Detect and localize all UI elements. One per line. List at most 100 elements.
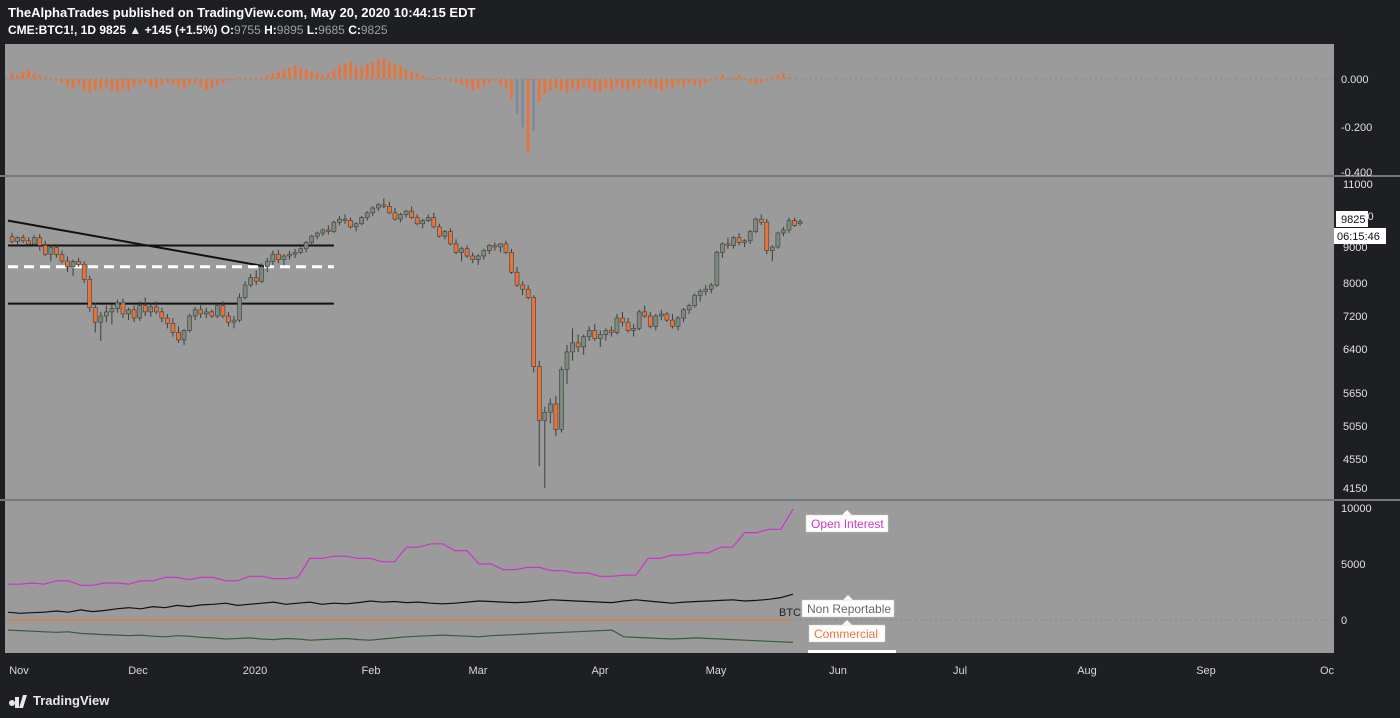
- candle-up: [498, 243, 503, 248]
- price-pane[interactable]: 1100010000900080007200640056505050455041…: [5, 177, 1386, 499]
- candle-up: [264, 261, 270, 268]
- last-price-label: 9825: [1341, 214, 1365, 226]
- candle-down: [142, 305, 148, 313]
- oscillator-bar: [371, 61, 375, 79]
- candle-up: [31, 237, 37, 245]
- oscillator-bar: [715, 77, 719, 79]
- cot-pane[interactable]: 10000 5000 0 Open Interest Non Reportable Co…: [5, 501, 1372, 653]
- oscillator-bar: [476, 79, 480, 89]
- candle-up: [126, 309, 131, 315]
- candle-down: [226, 315, 231, 323]
- candle-up: [398, 214, 403, 220]
- candle-up: [48, 247, 54, 255]
- candle-up: [442, 231, 448, 237]
- oscillator-bar: [460, 79, 463, 85]
- candle-up: [403, 210, 409, 215]
- candle-up: [781, 229, 786, 234]
- oscillator-bar: [16, 75, 19, 79]
- chart-canvas[interactable]: 0.000 -0.200 -0.400 11000 10000 9000 8000 7200…: [0, 44, 1400, 684]
- oscillator-bar: [204, 79, 208, 91]
- candle-up: [98, 315, 104, 323]
- oscillator-bar: [310, 71, 314, 79]
- candle-down: [342, 218, 348, 221]
- oscillator-bar: [254, 79, 258, 80]
- oscillator-bar: [104, 79, 108, 87]
- candle-up: [187, 315, 192, 331]
- oscillator-bar: [754, 79, 758, 85]
- oscillator-bar: [343, 63, 347, 79]
- candle-up: [731, 237, 736, 246]
- oscillator-bar: [415, 73, 419, 79]
- candle-down: [37, 237, 43, 246]
- candle-up: [259, 266, 265, 282]
- oscillator-bar: [10, 73, 14, 79]
- candle-down: [514, 271, 520, 286]
- candle-up: [298, 248, 303, 253]
- low-label: L:: [306, 23, 319, 37]
- candle-down: [492, 245, 498, 248]
- tradingview-logo-icon: [9, 695, 27, 708]
- candle-up: [686, 305, 692, 311]
- candle-down: [392, 212, 398, 220]
- oscillator-bar: [560, 79, 563, 91]
- candle-up: [714, 252, 720, 286]
- candlestick-series: [9, 198, 803, 488]
- oscillator-bar: [748, 79, 752, 83]
- oscillator-bar: [426, 77, 430, 79]
- candle-up: [104, 311, 109, 317]
- oscillator-bar: [232, 79, 236, 80]
- candle-up: [797, 221, 803, 224]
- candle-down: [609, 330, 614, 333]
- candle-up: [786, 220, 792, 231]
- oscillator-bar: [127, 79, 130, 91]
- cot-tag-label: Non Reportable: [807, 602, 891, 616]
- close-label: C:: [348, 23, 361, 37]
- oscillator-bar: [465, 79, 469, 87]
- candle-down: [503, 243, 509, 253]
- candle-up: [420, 220, 426, 225]
- candle-down: [647, 315, 653, 327]
- symbol-line: CME:BTC1!, 1D 9825 ▲ +145 (+1.5%) O:9755…: [8, 23, 388, 37]
- cot-btc-label: BTC: [779, 607, 801, 619]
- oscillator-bar: [665, 79, 669, 87]
- candle-up: [237, 297, 242, 321]
- oscillator-pane[interactable]: 0.000 -0.200 -0.400: [5, 44, 1372, 179]
- high-label: H:: [264, 23, 277, 37]
- candle-down: [54, 247, 59, 255]
- candle-up: [242, 284, 248, 298]
- candle-down: [470, 255, 475, 260]
- countdown-label: 06:15:46: [1337, 231, 1380, 243]
- time-tick-label: May: [706, 665, 727, 677]
- oscillator-bar: [293, 65, 297, 79]
- oscillator-bar: [304, 69, 308, 79]
- candle-down: [448, 231, 453, 245]
- oscillator-bar: [188, 79, 191, 85]
- cot-tag-pointer: [842, 620, 852, 625]
- oscillator-bar: [66, 79, 69, 87]
- oscillator-bar: [365, 63, 369, 79]
- candle-up: [742, 240, 747, 243]
- oscillator-bar: [682, 79, 685, 87]
- oscillator-bar: [410, 71, 413, 79]
- oscillator-bar: [565, 79, 569, 93]
- oscillator-bar: [698, 79, 702, 87]
- oscillator-bar: [776, 75, 780, 79]
- oscillator-bar: [637, 79, 641, 89]
- candle-up: [459, 248, 464, 253]
- oscillator-bar: [326, 73, 330, 79]
- oscillator-bar: [449, 79, 452, 81]
- candle-up: [559, 369, 564, 430]
- last-price-tag: 9825 06:15:46: [1334, 211, 1386, 244]
- candle-down: [764, 221, 770, 251]
- candle-up: [115, 302, 120, 309]
- oscillator-bar: [510, 79, 513, 99]
- oscillator-bar: [143, 79, 147, 83]
- time-tick-label: Jul: [953, 665, 967, 677]
- candle-up: [636, 311, 642, 329]
- chart-drawings[interactable]: [7, 219, 334, 305]
- candle-up: [203, 311, 209, 315]
- oscillator-bar: [349, 61, 352, 79]
- candle-up: [148, 306, 154, 313]
- oscillator-bar: [654, 79, 658, 89]
- oscillator-bar: [765, 79, 769, 81]
